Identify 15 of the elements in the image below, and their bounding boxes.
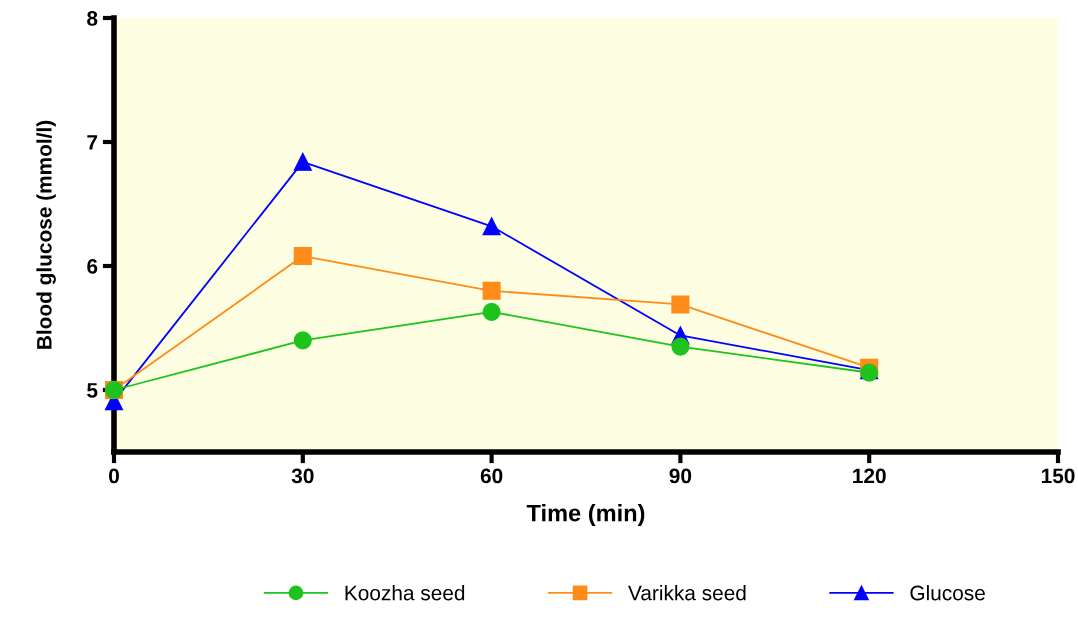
x-tick-label: 60 (480, 468, 503, 484)
x-tick-label: 150 (1041, 468, 1075, 484)
y-axis-title: Blood glucose (mmol/l) (36, 120, 56, 349)
legend-label: Koozha seed (345, 585, 465, 601)
x-tick-label: 120 (853, 468, 886, 484)
legend-label: Varikka seed (628, 585, 746, 601)
x-axis-title: Time (min) (526, 504, 645, 527)
x-tick-label: 90 (669, 468, 692, 484)
y-tick-label: 5 (87, 383, 98, 398)
y-tick-label: 8 (87, 11, 98, 26)
x-tick-label: 0 (109, 468, 119, 484)
y-tick-label: 6 (87, 259, 98, 274)
legend-label: Glucose (910, 585, 985, 601)
x-tick-label: 30 (291, 468, 314, 484)
y-tick-label: 7 (87, 135, 98, 150)
